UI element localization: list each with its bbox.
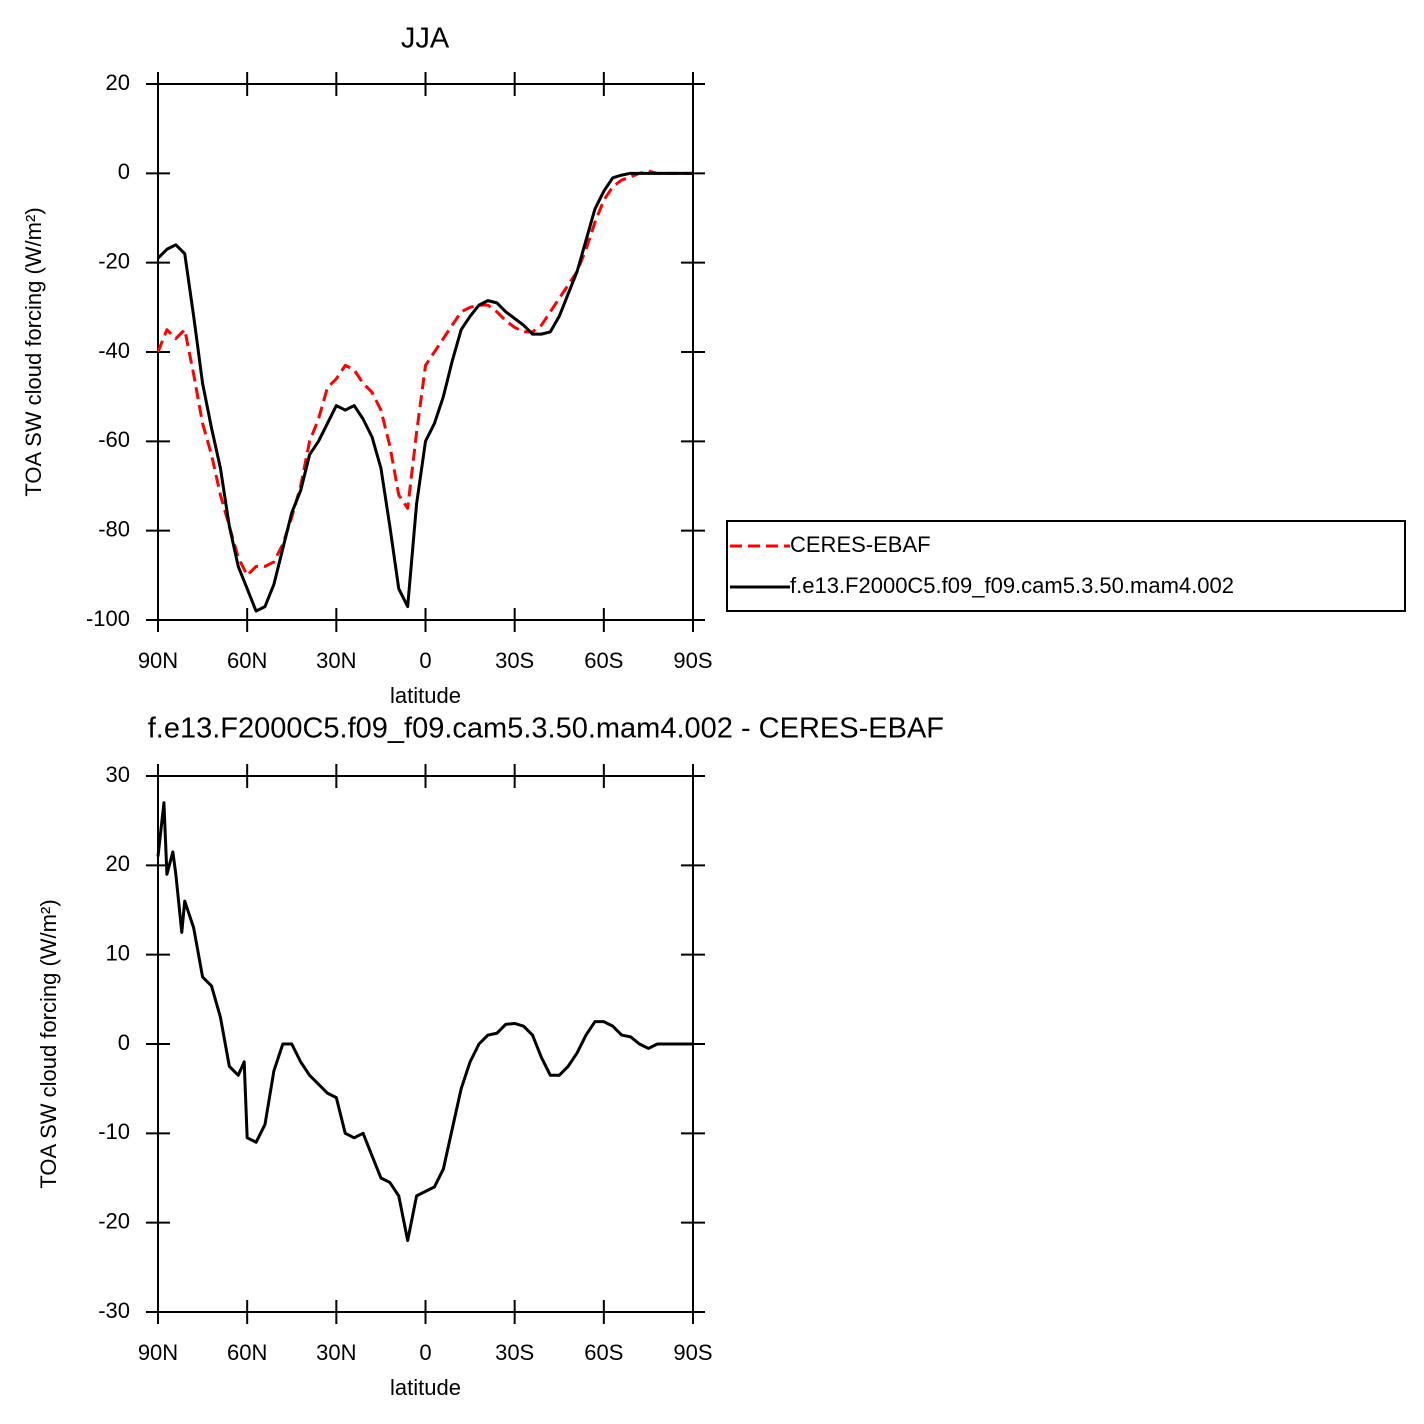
legend-label: f.e13.F2000C5.f09_f09.cam5.3.50.mam4.002	[790, 573, 1234, 598]
y-tick-label: -10	[98, 1119, 130, 1144]
x-tick-label: 30S	[495, 648, 534, 673]
y-tick-label: -20	[98, 1208, 130, 1233]
y-axis-label: TOA SW cloud forcing (W/m²)	[21, 207, 46, 496]
y-tick-label: -80	[98, 516, 130, 541]
y-tick-label: 0	[118, 159, 130, 184]
y-tick-label: -20	[98, 248, 130, 273]
x-tick-label: 30N	[316, 1340, 356, 1365]
x-tick-label: 30N	[316, 648, 356, 673]
x-tick-label: 60N	[227, 648, 267, 673]
legend-box	[726, 520, 1406, 612]
y-tick-label: 20	[106, 851, 130, 876]
x-axis-label: latitude	[390, 683, 461, 708]
x-tick-label: 0	[419, 648, 431, 673]
data-line	[156, 169, 693, 577]
x-axis-label: latitude	[390, 1375, 461, 1400]
y-tick-label: 20	[106, 70, 130, 95]
y-tick-label: -30	[98, 1298, 130, 1323]
x-tick-label: 30S	[495, 1340, 534, 1365]
x-tick-label: 60N	[227, 1340, 267, 1365]
data-line	[156, 171, 693, 613]
x-tick-label: 90S	[673, 1340, 712, 1365]
data-line	[156, 801, 693, 1243]
x-tick-label: 90N	[138, 648, 178, 673]
chart-title: f.e13.F2000C5.f09_f09.cam5.3.50.mam4.002…	[148, 713, 944, 745]
plot-frame	[157, 83, 694, 621]
plot-frame	[157, 775, 694, 1313]
x-tick-label: 90N	[138, 1340, 178, 1365]
y-axis-label: TOA SW cloud forcing (W/m²)	[36, 899, 61, 1188]
y-tick-label: 10	[106, 940, 130, 965]
y-tick-label: -60	[98, 427, 130, 452]
chart-title: JJA	[401, 23, 450, 55]
legend-label: CERES-EBAF	[790, 532, 931, 557]
x-tick-label: 0	[419, 1340, 431, 1365]
y-tick-label: 30	[106, 762, 130, 787]
y-tick-label: 0	[118, 1030, 130, 1055]
x-tick-label: 60S	[584, 1340, 623, 1365]
y-tick-label: -40	[98, 338, 130, 363]
y-tick-label: -100	[86, 606, 130, 631]
x-tick-label: 90S	[673, 648, 712, 673]
x-tick-label: 60S	[584, 648, 623, 673]
